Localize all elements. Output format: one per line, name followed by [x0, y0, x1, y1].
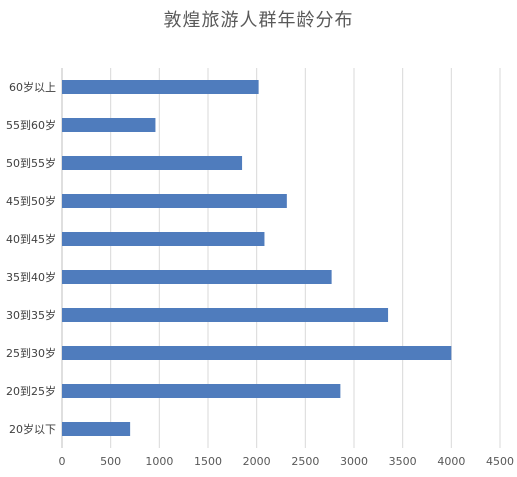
x-tick-label: 2000 [243, 455, 271, 468]
category-label: 35到40岁 [6, 270, 56, 284]
x-tick-label: 0 [59, 455, 66, 468]
category-label: 60岁以上 [9, 80, 56, 94]
category-label: 45到50岁 [6, 194, 56, 208]
category-label: 30到35岁 [6, 308, 56, 322]
bar [62, 270, 332, 284]
x-tick-label: 3500 [389, 455, 417, 468]
category-label: 20到25岁 [6, 384, 56, 398]
x-tick-label: 4500 [486, 455, 514, 468]
bar [62, 80, 259, 94]
category-label: 50到55岁 [6, 156, 56, 170]
x-tick-label: 3000 [340, 455, 368, 468]
x-tick-label: 1500 [194, 455, 222, 468]
bar [62, 308, 389, 322]
category-label: 25到30岁 [6, 346, 56, 360]
category-label: 40到45岁 [6, 232, 56, 246]
x-tick-label: 1000 [145, 455, 173, 468]
chart-title: 敦煌旅游人群年龄分布 [163, 10, 354, 31]
category-label: 55到60岁 [6, 118, 56, 132]
x-tick-label: 500 [100, 455, 121, 468]
bar [62, 422, 131, 436]
x-tick-label: 4000 [437, 455, 465, 468]
bar [62, 194, 287, 208]
category-label: 20岁以下 [9, 422, 56, 436]
bar [62, 232, 265, 246]
x-tick-label: 2500 [291, 455, 319, 468]
bar [62, 156, 243, 170]
bar [62, 118, 156, 132]
bar [62, 346, 452, 360]
bar [62, 384, 341, 398]
